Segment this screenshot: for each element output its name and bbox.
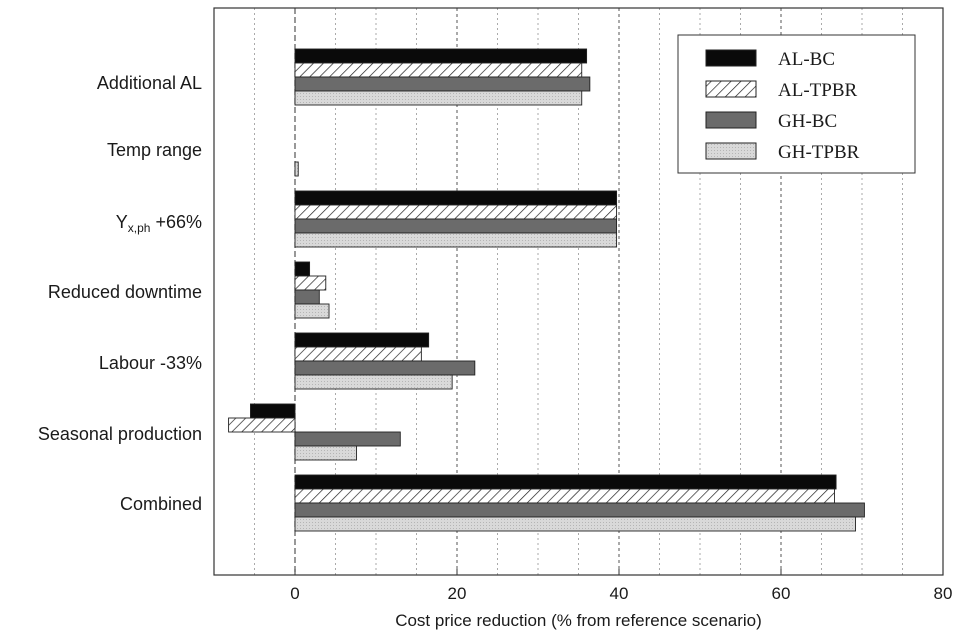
x-axis-title: Cost price reduction (% from reference s…: [395, 611, 762, 630]
bar-al-tpbr: [294, 62, 583, 78]
bar-gh-tpbr: [294, 374, 453, 390]
legend-swatch: [705, 142, 757, 160]
bar-gh-tpbr: [294, 445, 358, 461]
bar-gh-tpbr: [294, 161, 299, 177]
plot-frame: [213, 7, 944, 576]
bar-al-bc: [294, 190, 618, 206]
bar-series: [228, 48, 865, 532]
category-label: Labour -33%: [99, 353, 202, 373]
category-label: Yx,ph +66%: [116, 212, 202, 235]
bar-gh-tpbr: [294, 90, 583, 106]
bar-al-bc: [294, 261, 311, 277]
bar-al-bc: [294, 48, 588, 64]
category-label: Reduced downtime: [48, 282, 202, 302]
bar-gh-bc: [294, 289, 320, 305]
bar-gh-tpbr: [294, 232, 618, 248]
x-axis-ticks: 0 20 40 60 80: [290, 569, 952, 603]
legend-label: GH-BC: [778, 111, 837, 132]
bar-gh-tpbr: [294, 303, 330, 319]
legend: AL-BC AL-TPBR GH-BC GH-TPBR: [677, 34, 916, 174]
x-tick-label: 20: [448, 584, 467, 603]
category-label: Temp range: [107, 140, 202, 160]
legend-label: AL-TPBR: [778, 80, 858, 101]
bar-al-tpbr: [228, 417, 296, 433]
legend-swatch: [705, 80, 757, 98]
x-tick-label: 60: [772, 584, 791, 603]
x-tick-label: 80: [934, 584, 953, 603]
bar-gh-tpbr: [294, 516, 856, 532]
legend-label: AL-BC: [778, 49, 835, 70]
x-tick-label: 0: [290, 584, 299, 603]
bar-al-tpbr: [294, 346, 422, 362]
legend-swatch: [705, 49, 757, 67]
category-label: Additional AL: [97, 73, 202, 93]
bar-al-tpbr: [294, 204, 618, 220]
legend-swatch: [705, 111, 757, 129]
bar-gh-bc: [294, 431, 401, 447]
bar-gh-bc: [294, 76, 591, 92]
x-tick-label: 40: [610, 584, 629, 603]
bar-al-tpbr: [294, 488, 835, 504]
bar-gh-bc: [294, 502, 865, 518]
category-label: Seasonal production: [38, 424, 202, 444]
bar-al-bc: [294, 332, 430, 348]
category-label: Combined: [120, 494, 202, 514]
bar-al-tpbr: [294, 275, 327, 291]
bar-al-bc: [294, 474, 837, 490]
bar-gh-bc: [294, 218, 618, 234]
bar-al-bc: [249, 403, 296, 419]
category-labels: Additional AL Temp range Yx,ph +66% Reduced…: [38, 73, 202, 514]
legend-label: GH-TPBR: [778, 142, 860, 163]
bar-gh-bc: [294, 360, 476, 376]
